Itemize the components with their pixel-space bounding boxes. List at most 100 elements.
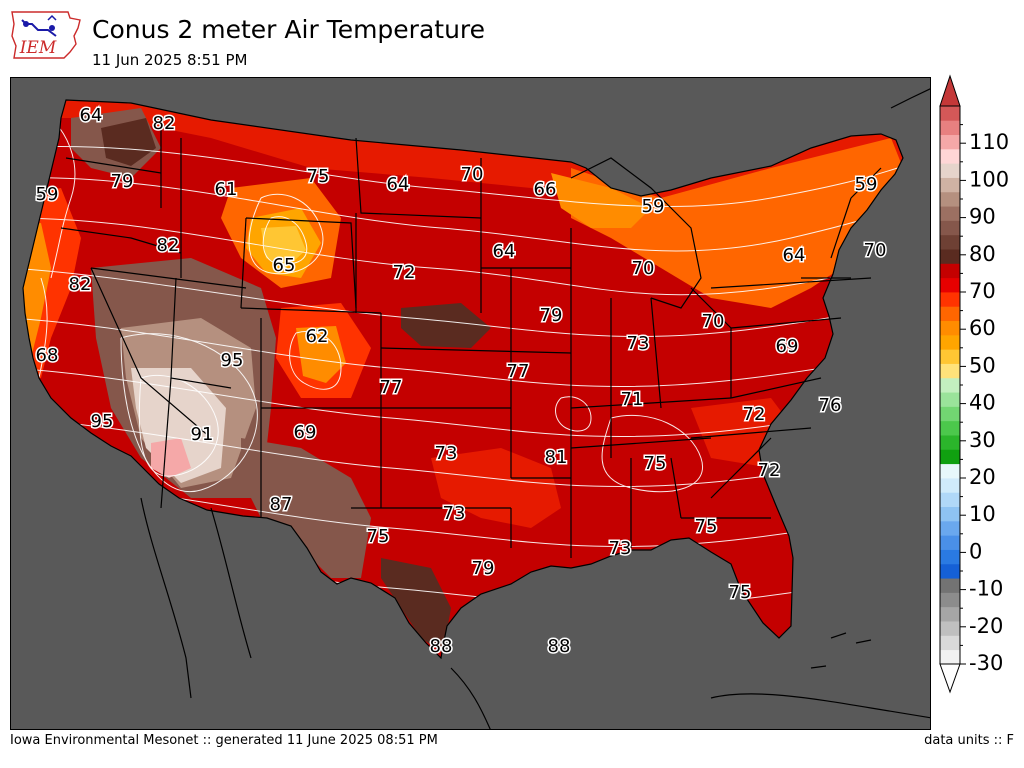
temperature-value-label: 82: [153, 113, 176, 134]
coastlines: [140, 88, 930, 729]
temperature-value-label: 72: [393, 262, 416, 283]
colorbar-swatch: [940, 635, 960, 651]
colorbar-tick-label: -30: [969, 651, 1003, 675]
colorbar-swatch: [940, 292, 960, 307]
colorbar-tick-label: 110: [969, 130, 1009, 154]
temperature-value-label: 72: [743, 404, 766, 425]
temperature-value-label: 71: [621, 389, 644, 410]
temperature-value-label: 82: [69, 274, 92, 295]
colorbar-swatch: [940, 377, 960, 393]
footer-units: data units :: F: [924, 733, 1014, 748]
temperature-value-label: 75: [729, 582, 752, 603]
temperature-value-label: 64: [783, 245, 806, 266]
temperature-value-label: 70: [702, 311, 725, 332]
temperature-value-label: 73: [443, 503, 466, 524]
colorbar-swatch: [940, 420, 960, 436]
temperature-value-label: 77: [380, 377, 403, 398]
colorbar-swatch: [940, 177, 960, 193]
temperature-fill: [23, 100, 903, 658]
temperature-value-label: 62: [306, 326, 329, 347]
temperature-value-label: 77: [507, 361, 530, 382]
temperature-value-label: 79: [472, 558, 495, 579]
temperature-value-label: 70: [864, 240, 887, 261]
temperature-value-label: 95: [91, 411, 114, 432]
colorbar-swatch: [940, 306, 960, 322]
colorbar-swatch: [940, 163, 960, 178]
colorbar-swatch: [940, 492, 960, 508]
colorbar-swatch: [940, 520, 960, 536]
colorbar-tick-label: 30: [969, 428, 996, 452]
temperature-value-label: 69: [294, 422, 317, 443]
map-value-labels: 64 82 59 79 61 75 64 70 66 59 59 82 65 72 64 70 64 70 82 68…: [34, 104, 888, 659]
colorbar-swatch: [940, 249, 960, 264]
colorbar-swatch: [940, 320, 960, 336]
colorbar-tick-label: 0: [969, 539, 982, 563]
colorbar-swatch: [940, 234, 960, 250]
colorbar-swatch: [940, 449, 960, 465]
colorbar-swatch: [940, 649, 960, 665]
colorbar-swatch: [940, 606, 960, 622]
temperature-value-label: 73: [609, 538, 632, 559]
colorbar-swatch: [940, 220, 960, 236]
temperature-map[interactable]: 64 82 59 79 61 75 64 70 66 59 59 82 65 72 64 70 64 70 82 68…: [10, 77, 931, 730]
colorbar-swatch: [940, 478, 960, 493]
temperature-value-label: 69: [776, 336, 799, 357]
colorbar-swatch: [940, 349, 960, 364]
colorbar-swatch: [940, 435, 960, 450]
colorbar-tick-label: 60: [969, 316, 996, 340]
temperature-value-label: 64: [387, 174, 410, 195]
temperature-value-label: 65: [273, 255, 296, 276]
temperature-value-label: 75: [695, 516, 718, 537]
colorbar-swatch: [940, 120, 960, 136]
temperature-value-label: 75: [644, 453, 667, 474]
colorbar-swatch: [940, 206, 960, 221]
temperature-value-label: 61: [215, 179, 238, 200]
state-borders: [22, 99, 904, 659]
temperature-value-label: 64: [80, 105, 103, 126]
colorbar-tick-label: -10: [969, 577, 1003, 601]
temperature-value-label: 70: [461, 164, 484, 185]
colorbar-tick-label: 80: [969, 242, 996, 266]
colorbar-tick-label: 40: [969, 391, 996, 415]
temperature-value-label: 79: [540, 305, 563, 326]
colorbar-tick-label: 50: [969, 353, 996, 377]
temperature-value-label: 59: [36, 184, 59, 205]
temperature-value-label: 70: [632, 258, 655, 279]
colorbar-swatch: [940, 334, 960, 350]
colorbar-swatch: [940, 578, 960, 593]
colorbar-swatch: [940, 592, 960, 608]
colorbar-swatch: [940, 263, 960, 279]
colorbar-swatch: [940, 277, 960, 293]
colorbar-tick-label: 90: [969, 205, 996, 229]
colorbar-tick-label: 100: [969, 167, 1009, 191]
colorbar-swatch: [940, 406, 960, 422]
map-title: Conus 2 meter Air Temperature: [92, 15, 486, 44]
temperature-value-label: 81: [545, 447, 568, 468]
colorbar-tick-label: -20: [969, 614, 1003, 638]
colorbar-extend-high: [939, 74, 961, 107]
temperature-value-label: 59: [642, 196, 665, 217]
temperature-colorbar: 110 100 90 80 70 60 50 40 30 20 10 0 -10 -20 -30: [932, 74, 1024, 696]
temperature-value-label: 82: [157, 235, 180, 256]
temperature-value-label: 66: [534, 179, 557, 200]
colorbar-swatch: [940, 134, 960, 150]
temperature-value-label: 91: [191, 424, 214, 445]
temperature-value-label: 95: [221, 350, 244, 371]
temperature-value-label: 64: [493, 241, 516, 262]
colorbar-swatch: [940, 106, 960, 121]
map-timestamp: 11 Jun 2025 8:51 PM: [92, 51, 248, 69]
colorbar-swatch: [940, 621, 960, 636]
colorbar-swatch: [940, 563, 960, 579]
colorbar-swatch: [940, 148, 960, 164]
colorbar-extend-low: [939, 663, 961, 694]
temperature-value-label: 73: [627, 333, 650, 354]
temperature-value-label: 75: [307, 166, 330, 187]
colorbar-swatch: [940, 535, 960, 550]
temperature-value-label: 76: [819, 395, 842, 416]
footer-credit: Iowa Environmental Mesonet :: generated …: [10, 733, 438, 748]
temperature-value-label: 79: [111, 171, 134, 192]
colorbar-swatch: [940, 363, 960, 379]
iem-logo: IEM: [8, 6, 84, 62]
logo-text: IEM: [19, 38, 57, 58]
temperature-value-label: 72: [758, 460, 781, 481]
